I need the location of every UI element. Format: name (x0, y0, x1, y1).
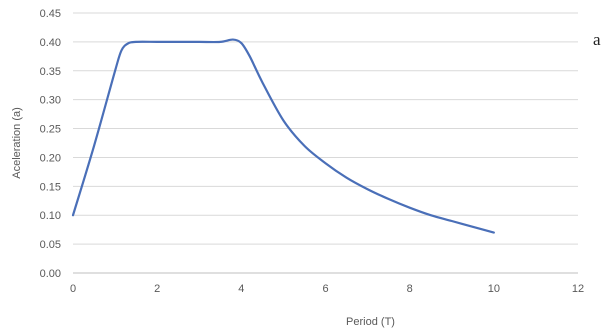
y-tick-label: 0.00 (40, 268, 61, 280)
y-axis-tick-labels: 0.00 0.05 0.10 0.15 0.20 0.25 0.30 0.35 0.40 0.45 (40, 8, 61, 280)
series-line (71, 38, 495, 234)
side-text: a (593, 30, 601, 49)
x-tick-label: 12 (572, 283, 584, 295)
y-tick-label: 0.45 (40, 8, 61, 20)
y-tick-label: 0.15 (40, 181, 61, 193)
y-tick-label: 0.05 (40, 239, 61, 251)
x-axis-title: Period (T) (346, 316, 395, 328)
y-axis-title: Aceleration (a) (11, 107, 23, 179)
y-tick-label: 0.35 (40, 66, 61, 78)
y-tick-label: 0.30 (40, 95, 61, 107)
gridlines (73, 12, 578, 245)
y-tick-label: 0.25 (40, 124, 61, 136)
x-tick-label: 4 (238, 283, 244, 295)
x-axis-tick-labels: 0 2 4 6 8 10 12 (70, 283, 584, 295)
y-tick-label: 0.40 (40, 37, 61, 49)
x-tick-label: 0 (70, 283, 76, 295)
y-tick-label: 0.20 (40, 152, 61, 164)
x-tick-label: 2 (154, 283, 160, 295)
x-tick-label: 8 (407, 283, 413, 295)
x-tick-label: 10 (488, 283, 500, 295)
y-tick-label: 0.10 (40, 210, 61, 222)
x-tick-label: 6 (322, 283, 328, 295)
